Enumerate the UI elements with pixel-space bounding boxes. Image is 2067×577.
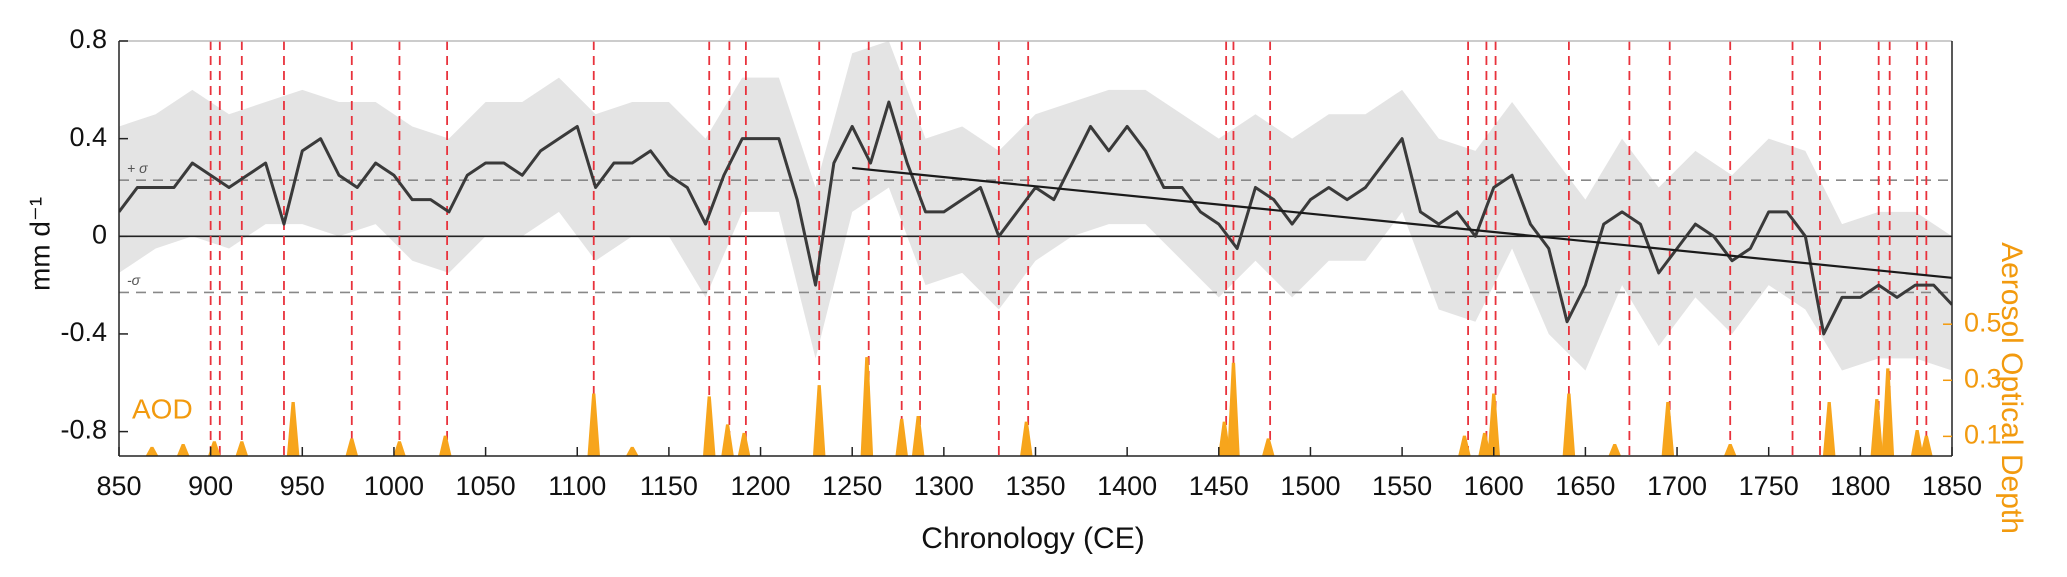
aod-spike (286, 401, 300, 456)
aod-spike (1020, 421, 1033, 456)
x-tick-label: 1150 (640, 471, 698, 501)
y-tick-label: 0 (92, 219, 107, 249)
aod-spike (587, 393, 600, 456)
x-tick-label: 1050 (456, 471, 516, 501)
x-tick-label: 1200 (731, 471, 791, 501)
x-axis-label: Chronology (CE) (921, 522, 1144, 555)
y-tick-label: 0.8 (69, 24, 107, 54)
plot-area (119, 41, 1952, 456)
x-tick-label: 1750 (1739, 471, 1799, 501)
x-tick-label: 1700 (1647, 471, 1707, 501)
sigma-label: -σ (127, 272, 141, 288)
aod-spike (208, 441, 221, 456)
aod-spike (1881, 368, 1895, 456)
aod-spike (235, 441, 249, 456)
y-axis-label: mm d⁻¹ (24, 197, 55, 291)
aod-spike (911, 415, 925, 456)
aod-annotation: AOD (132, 393, 193, 424)
aod-spike (1262, 438, 1275, 456)
aod-spike (737, 432, 751, 456)
aod-spike (393, 441, 406, 456)
aod-spike (145, 446, 159, 456)
aod-spike (1458, 435, 1471, 456)
aod-spike (625, 446, 639, 456)
aod-spike (1910, 430, 1924, 456)
aod-spike (812, 385, 826, 456)
x-tick-label: 1000 (364, 471, 424, 501)
y-tick-label: -0.4 (60, 317, 107, 347)
uncertainty-band (119, 41, 1952, 371)
aod-spike (1218, 421, 1231, 456)
x-tick-label: 1400 (1097, 471, 1157, 501)
x-tick-label: 1850 (1922, 471, 1982, 501)
x-tick-label: 950 (280, 471, 325, 501)
data-line (119, 100, 1952, 336)
aod-spike (176, 444, 190, 456)
x-tick-label: 1250 (822, 471, 882, 501)
aod-spike (1723, 444, 1737, 456)
x-tick-label: 1500 (1280, 471, 1340, 501)
aod-spike (1487, 393, 1501, 456)
x-tick-label: 1800 (1830, 471, 1890, 501)
trend-line (852, 166, 1952, 279)
x-tick-label: 1450 (1189, 471, 1249, 501)
sigma-label: + σ (127, 160, 148, 176)
y2-tick-label: 0.5 (1964, 307, 2002, 337)
aod-spike (1608, 444, 1622, 456)
aod-spike (1478, 432, 1491, 456)
aod-spike (895, 418, 908, 456)
aod-spike (1920, 435, 1933, 456)
aod-spike (345, 438, 359, 456)
x-tick-label: 1100 (548, 471, 606, 501)
y-tick-label: 0.4 (69, 122, 107, 152)
aod-spike (1822, 401, 1836, 456)
aod-spike (1227, 362, 1240, 456)
aod-spike (439, 435, 452, 456)
x-tick-label: 1300 (914, 471, 974, 501)
aod-spike (860, 357, 874, 456)
aod-spike (702, 396, 716, 456)
aod-spike (1562, 393, 1576, 456)
y2-tick-label: 0.1 (1964, 419, 2002, 449)
x-tick-label: 850 (96, 471, 141, 501)
x-tick-label: 1350 (1005, 471, 1065, 501)
x-tick-label: 1600 (1464, 471, 1524, 501)
aod-spike (1870, 399, 1884, 456)
aod-spike (721, 424, 734, 456)
x-tick-label: 900 (188, 471, 233, 501)
aod-spike (1661, 401, 1675, 456)
y-tick-label: -0.8 (60, 415, 107, 445)
y2-tick-label: 0.3 (1964, 363, 2002, 393)
x-tick-label: 1650 (1555, 471, 1615, 501)
x-tick-label: 1550 (1372, 471, 1432, 501)
y2-axis-label: Aerosol Optical Depth (1995, 242, 2028, 534)
